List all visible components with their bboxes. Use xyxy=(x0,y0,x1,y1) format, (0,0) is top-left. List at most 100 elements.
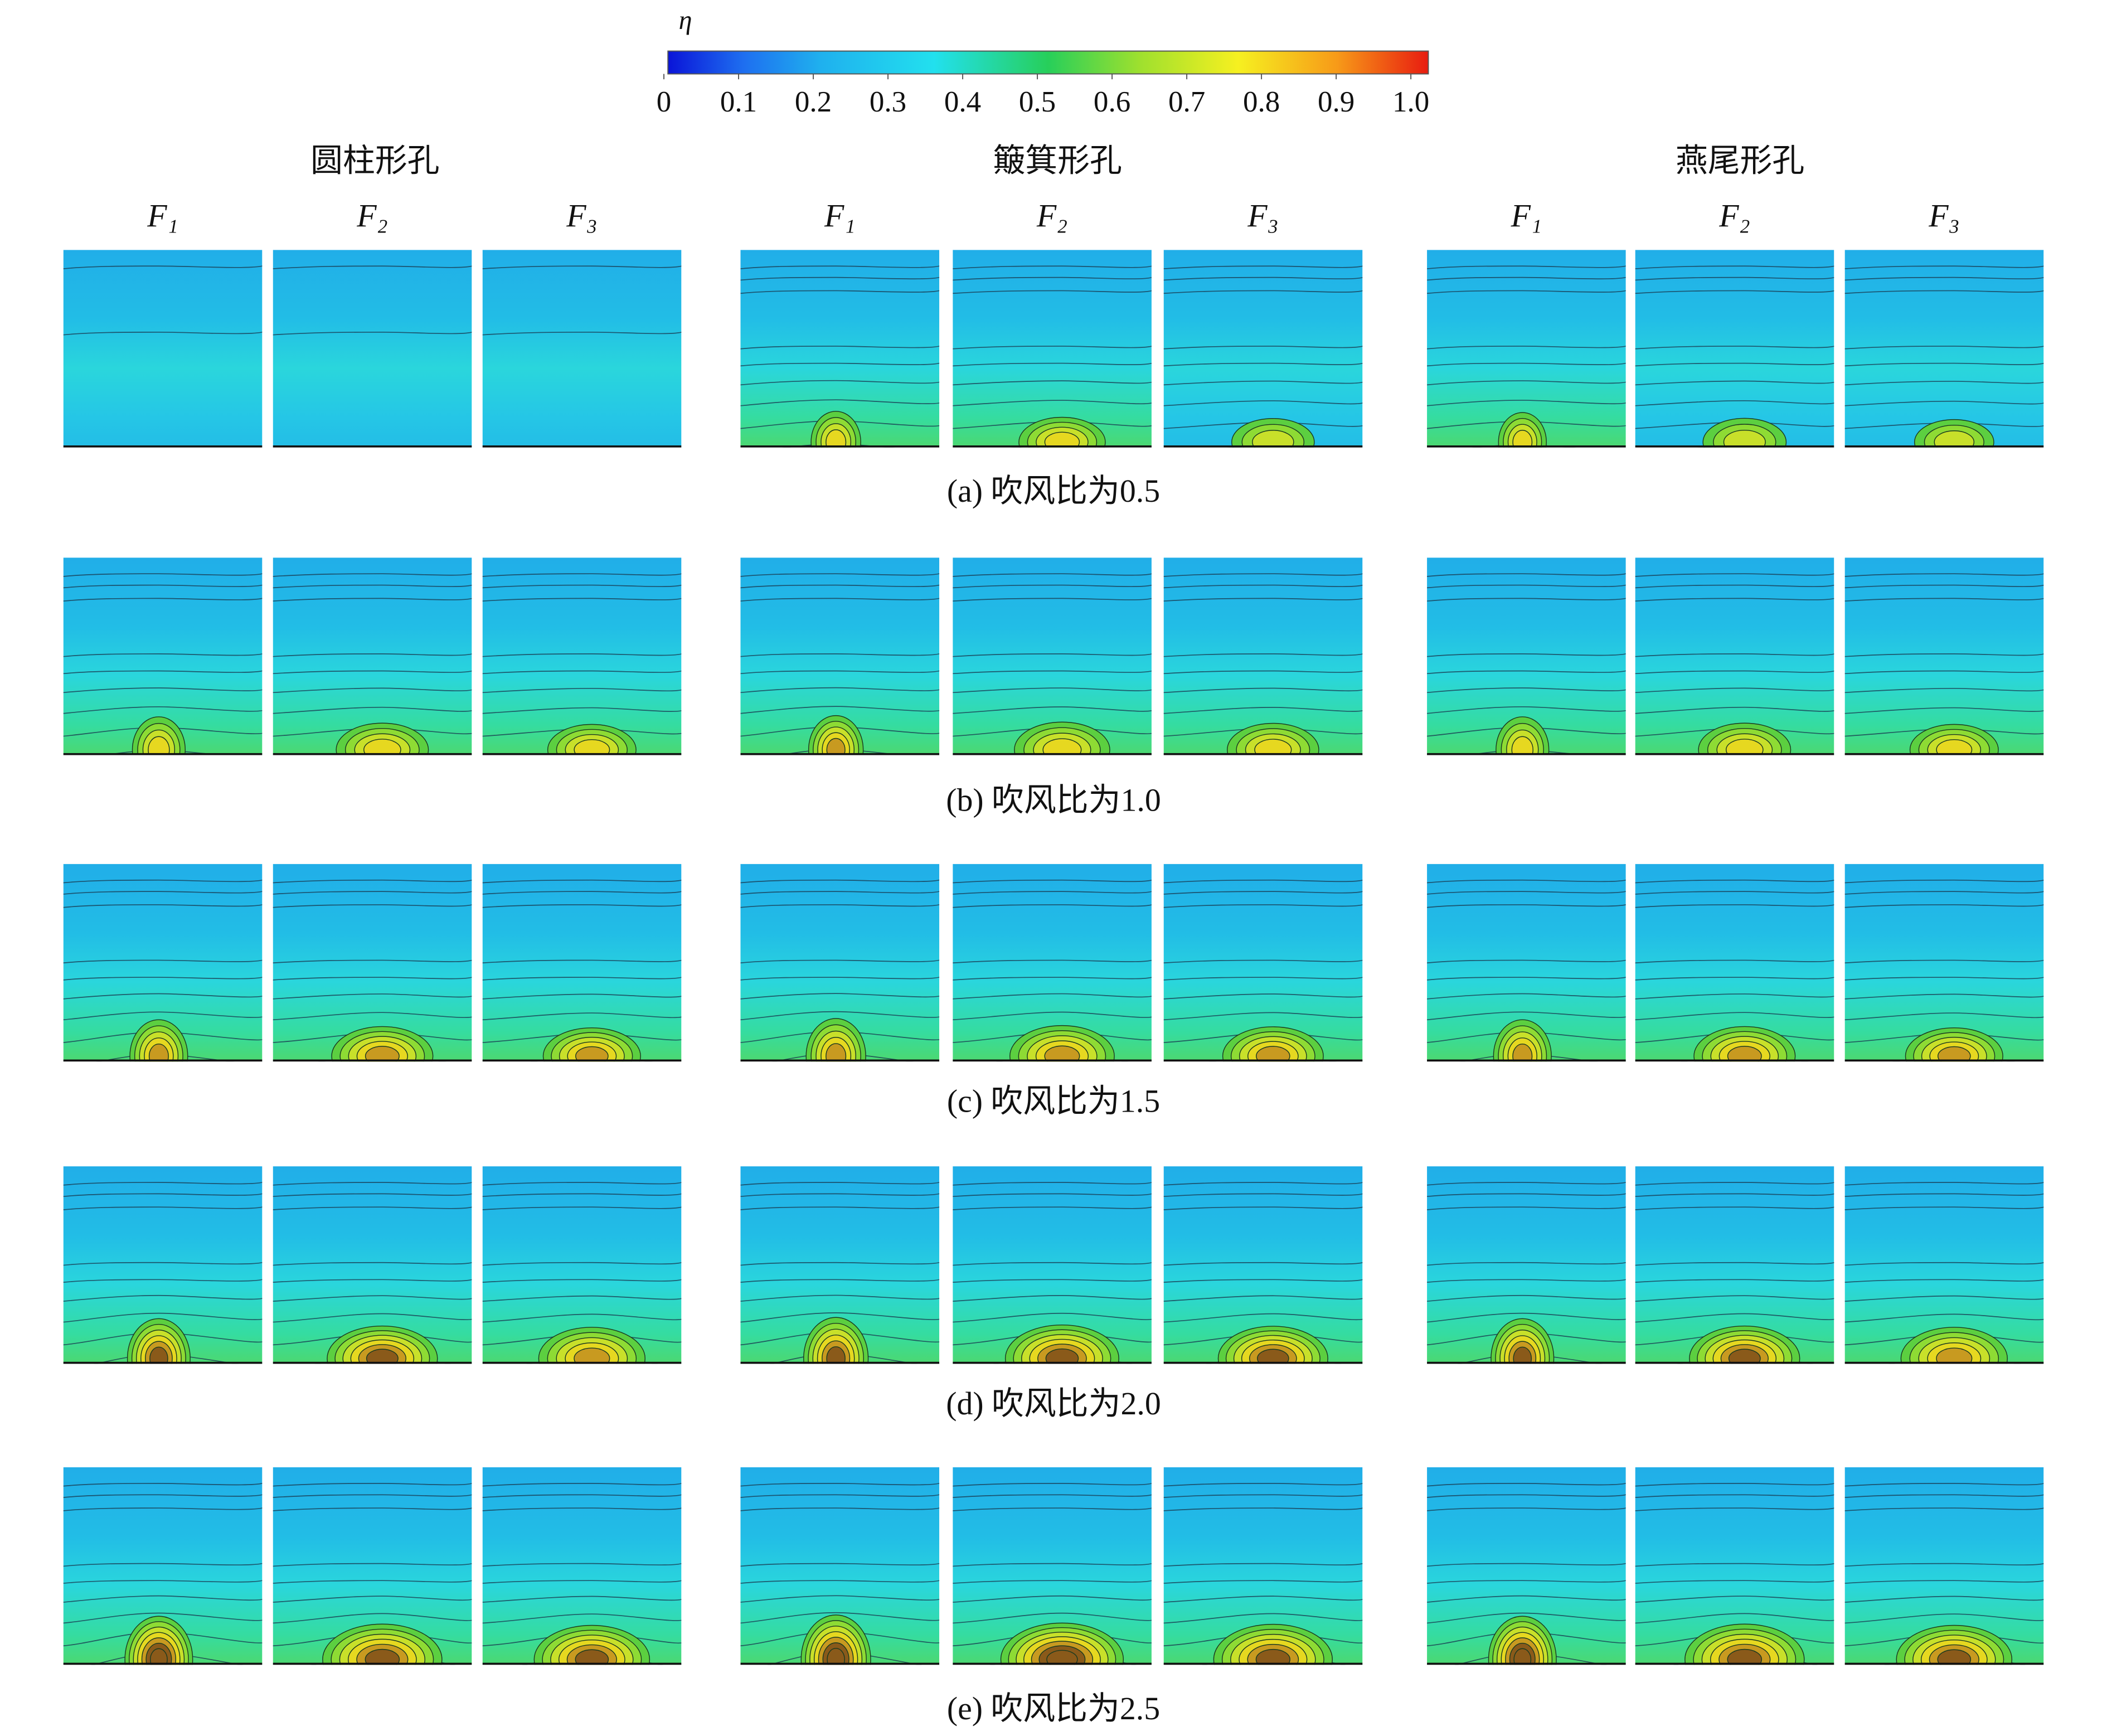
contour-line xyxy=(953,706,1152,714)
contour-line xyxy=(1163,1193,1363,1197)
colorbar-tick-label: 0.9 xyxy=(1318,86,1355,118)
contour-line xyxy=(273,1580,472,1584)
contour-field xyxy=(482,250,682,448)
contour-line xyxy=(1844,1596,2044,1603)
contour-line xyxy=(953,1507,1152,1511)
contour-line xyxy=(740,573,940,577)
contour-line xyxy=(1635,687,1834,694)
hot-spot xyxy=(1937,1649,1972,1665)
contour-panel xyxy=(1427,1467,1626,1665)
contour-line xyxy=(1163,362,1363,367)
contour-line xyxy=(740,1193,940,1197)
contour-line xyxy=(482,959,682,964)
contour-line xyxy=(482,1494,682,1498)
contour-panel xyxy=(63,1467,263,1665)
colorbar-tick-label: 0.5 xyxy=(1019,86,1056,118)
contour-line xyxy=(740,879,940,884)
contour-line xyxy=(63,1563,263,1567)
row-caption: (d) 吹风比为2.0 xyxy=(946,1385,1161,1422)
contour-line xyxy=(953,1483,1152,1487)
contour-line xyxy=(740,1580,940,1584)
contour-line xyxy=(1844,573,2044,577)
contour-line xyxy=(1635,1596,1834,1603)
hot-spot xyxy=(148,736,170,755)
contour-line xyxy=(740,1206,940,1210)
column-label: F₂ xyxy=(1718,197,1750,234)
contour-line xyxy=(953,1193,1152,1197)
contour-line xyxy=(953,1295,1152,1302)
contour-field xyxy=(1844,250,2044,448)
contour-panel xyxy=(740,250,940,448)
contour-line xyxy=(63,1595,263,1603)
contour-line xyxy=(1844,1182,2044,1186)
contour-line xyxy=(273,331,472,336)
contour-line xyxy=(1844,1193,2044,1197)
contour-line xyxy=(273,1613,472,1624)
contour-panel xyxy=(1427,557,1626,755)
contour-line xyxy=(740,904,940,908)
contour-line xyxy=(1635,573,1834,577)
contour-line xyxy=(1844,277,2044,281)
contour-line xyxy=(1844,362,2044,367)
contour-line xyxy=(1635,1206,1834,1210)
contour-line xyxy=(1635,380,1834,386)
contour-line xyxy=(1427,1011,1626,1021)
contour-line xyxy=(1427,977,1626,981)
contour-line xyxy=(1427,598,1626,602)
contour-line xyxy=(63,959,263,964)
contour-line xyxy=(953,584,1152,589)
contour-line xyxy=(1844,346,2044,350)
contour-line xyxy=(1163,687,1363,694)
contour-line xyxy=(1163,670,1363,675)
contour-panel xyxy=(273,1166,472,1364)
contour-line xyxy=(273,959,472,964)
contour-line xyxy=(1163,1613,1363,1624)
contour-line xyxy=(953,290,1152,294)
hot-spot xyxy=(148,1043,169,1062)
contour-line xyxy=(740,706,940,714)
contour-line xyxy=(273,598,472,602)
contour-panel xyxy=(1844,1467,2044,1665)
contour-line xyxy=(273,265,472,269)
contour-field xyxy=(1163,557,1363,755)
contour-line xyxy=(482,993,682,1000)
contour-line xyxy=(1635,1279,1834,1283)
contour-line xyxy=(1844,1012,2044,1021)
hot-spot xyxy=(574,1347,610,1364)
contour-line xyxy=(740,1482,940,1487)
contour-line xyxy=(63,706,263,714)
contour-panel xyxy=(1635,557,1834,755)
contour-line xyxy=(740,380,940,386)
hot-spot xyxy=(363,739,401,755)
contour-line xyxy=(1635,670,1834,675)
contour-line xyxy=(1427,277,1626,281)
column-label: F₁ xyxy=(147,197,178,234)
contour-line xyxy=(63,265,263,269)
contour-panel xyxy=(63,250,263,448)
contour-field xyxy=(273,557,472,755)
contour-panel xyxy=(482,250,682,448)
contour-line xyxy=(740,653,940,657)
contour-line xyxy=(953,959,1152,964)
contour-line xyxy=(63,670,263,675)
contour-line xyxy=(1844,1313,2044,1323)
contour-line xyxy=(273,584,472,589)
contour-line xyxy=(1163,653,1363,657)
contour-line xyxy=(1427,290,1626,294)
contour-line xyxy=(273,1596,472,1603)
contour-line xyxy=(1163,598,1363,602)
contour-line xyxy=(740,1279,940,1283)
contour-line xyxy=(1427,1206,1626,1210)
contour-line xyxy=(740,584,940,589)
contour-line xyxy=(740,290,940,294)
contour-line xyxy=(63,598,263,602)
contour-line xyxy=(1427,584,1626,589)
contour-line xyxy=(953,400,1152,406)
contour-line xyxy=(1635,653,1834,657)
contour-line xyxy=(1427,904,1626,908)
colorbar-tick-label: 0.6 xyxy=(1094,86,1130,118)
contour-line xyxy=(740,1011,940,1021)
contour-line xyxy=(1635,290,1834,294)
column-label: F₃ xyxy=(566,197,597,234)
contour-panel xyxy=(1163,250,1363,448)
